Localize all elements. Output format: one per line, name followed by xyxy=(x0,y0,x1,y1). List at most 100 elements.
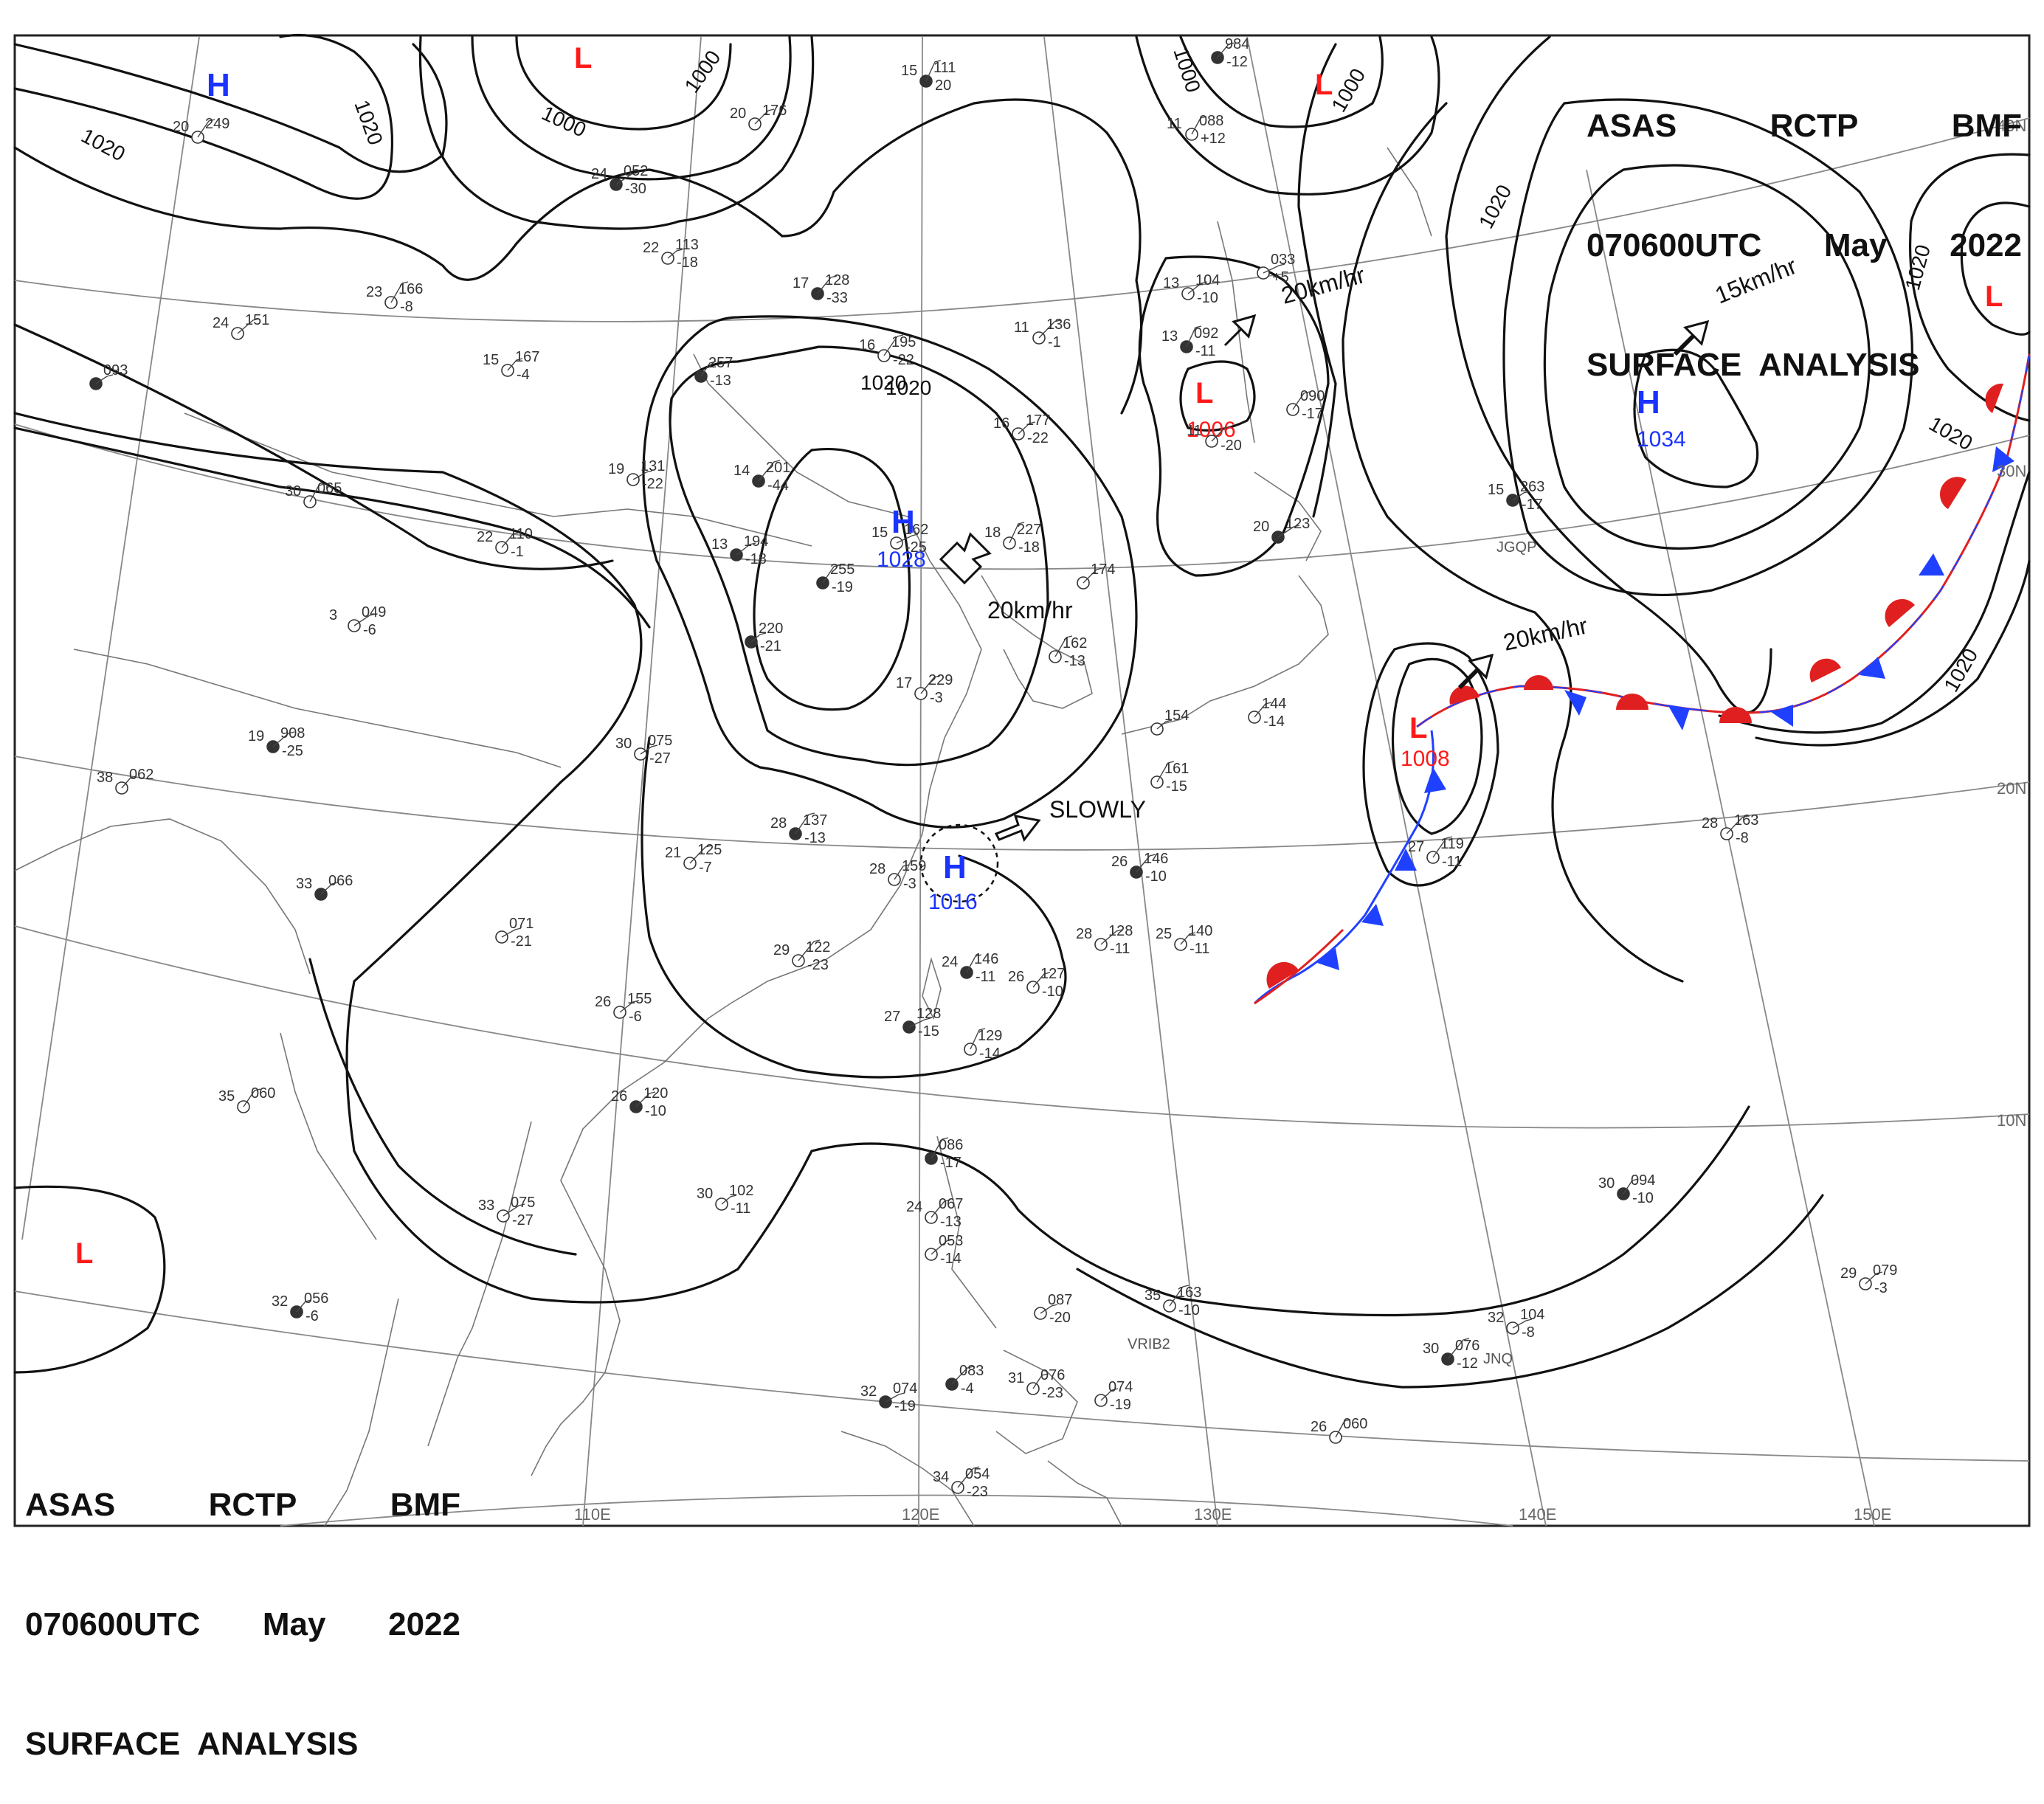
station-tendency: -11 xyxy=(1195,343,1215,359)
wind-barb xyxy=(1191,116,1207,135)
high-center-letter: H xyxy=(943,849,967,885)
wind-barb xyxy=(1211,426,1232,442)
border-mongolia xyxy=(184,412,812,547)
lat-label: 10N xyxy=(1997,1111,2026,1130)
station-tendency: -8 xyxy=(1522,1324,1535,1341)
station-temperature: 17 xyxy=(793,275,809,291)
wind-barb xyxy=(1512,1319,1533,1329)
wind-barb xyxy=(689,845,712,864)
isobar-se-1008-outer xyxy=(1362,642,1499,887)
header-title: SURFACE ANALYSIS xyxy=(1586,347,1920,383)
station-temperature: 32 xyxy=(860,1383,877,1400)
high-center-letter: H xyxy=(1637,384,1660,421)
header-line-1: ASAS RCTP BMF xyxy=(1586,106,2022,146)
wind-barb xyxy=(957,1466,980,1488)
station-tendency: -15 xyxy=(1166,778,1187,795)
station-temperature: 30 xyxy=(285,483,301,500)
station-plot: 20 123 xyxy=(1253,516,1310,544)
wind-barb xyxy=(930,1137,949,1159)
station-tendency: -3 xyxy=(903,876,916,892)
station-pressure: 075 xyxy=(648,733,672,749)
station-tendency: -19 xyxy=(894,1398,916,1414)
station-plot: 3 049-6 xyxy=(329,604,386,638)
station-tendency: -22 xyxy=(1027,430,1049,446)
wind-barb xyxy=(1100,1388,1119,1401)
station-pressure: 155 xyxy=(627,991,652,1007)
station-pressure: 131 xyxy=(641,458,665,474)
station-tendency: -25 xyxy=(905,539,927,556)
station-temperature: 32 xyxy=(272,1293,288,1310)
station-tendency: -6 xyxy=(629,1009,642,1025)
wind-barb xyxy=(970,1028,986,1050)
warm-front-tail xyxy=(1254,928,1344,1005)
station-tendency: -6 xyxy=(363,622,376,638)
surface-analysis-map: 1020 1020 1000 1000 1000 1000 1020 1020 … xyxy=(13,33,2031,1527)
coast-bay-of-bengal xyxy=(280,1032,377,1240)
station-plot: 32 056-6 xyxy=(272,1290,328,1324)
coast-thailand xyxy=(427,1121,532,1447)
station-pressure: 076 xyxy=(1455,1338,1480,1354)
lon-label: 130E xyxy=(1194,1505,1232,1524)
station-tendency: -10 xyxy=(1632,1190,1654,1206)
station-tendency: -14 xyxy=(979,1046,1001,1062)
wind-barb xyxy=(885,1392,905,1403)
station-tendency: -15 xyxy=(918,1023,939,1040)
cold-symbol xyxy=(1860,657,1885,679)
wind-barb xyxy=(1136,854,1156,873)
wind-barb xyxy=(501,927,522,938)
station-pressure: 162 xyxy=(904,522,928,538)
wind-barb xyxy=(1623,1178,1639,1195)
station-temperature: 13 xyxy=(1161,328,1178,345)
coast-taiwan xyxy=(922,957,942,1020)
pressure-centers: H L L H 1028 L 1006 H 1034 L L 1008 H 10… xyxy=(75,42,2003,1270)
station-temperature: 25 xyxy=(1156,926,1172,942)
station-tendency: -10 xyxy=(1042,984,1063,1000)
station-temperature: 27 xyxy=(884,1009,900,1025)
wind-barb xyxy=(798,939,821,961)
coast-kamchatka xyxy=(1387,147,1432,237)
station-id: JNQ xyxy=(1483,1351,1513,1367)
station-plot: 24 052 -30 xyxy=(591,163,648,197)
station-pressure: 128 xyxy=(916,1006,941,1022)
move-arrow-high-1028 xyxy=(939,532,992,585)
lon-label: 140E xyxy=(1519,1505,1556,1524)
parallel-40n xyxy=(14,117,2030,322)
station-pressure: 120 xyxy=(643,1085,668,1102)
graticule xyxy=(14,36,2030,1527)
wind-barb xyxy=(95,374,114,384)
isobar-ne-1000 xyxy=(1179,35,1384,128)
station-plot: 144-14 xyxy=(1248,696,1286,730)
wind-barb xyxy=(1512,491,1530,501)
station-plot: 17 128 -33 xyxy=(793,272,849,306)
isobar-high-1020 xyxy=(669,345,1049,767)
station-pressure: 054 xyxy=(965,1466,990,1482)
station-tendency: -4 xyxy=(517,367,530,383)
station-tendency: -13 xyxy=(940,1214,961,1230)
station-plot: 220-21 xyxy=(745,621,783,654)
station-pressure: 161 xyxy=(1164,761,1189,777)
station-pressure: 137 xyxy=(803,812,827,829)
station-pressure: 229 xyxy=(928,672,953,688)
station-tendency: -4 xyxy=(961,1380,974,1397)
movement-arrows xyxy=(939,314,1710,843)
station-plot: 26 060 xyxy=(1311,1416,1367,1444)
isobar-label: 1020 xyxy=(860,371,906,394)
station-temperature: 24 xyxy=(213,315,229,331)
cold-front xyxy=(1253,730,1434,1005)
move-arrow-slowly xyxy=(994,815,1041,843)
station-tendency: -8 xyxy=(1736,830,1749,846)
wind-barb xyxy=(951,1366,974,1385)
warm-symbol xyxy=(1719,707,1752,723)
warm-symbol xyxy=(1616,694,1648,710)
parallel-10s xyxy=(280,1494,1513,1527)
parallel-20n xyxy=(14,756,2030,851)
station-plot: 19 131 -22 xyxy=(608,458,665,492)
wind-barb xyxy=(1187,281,1208,294)
station-pressure: 159 xyxy=(902,858,926,874)
wind-barb xyxy=(966,954,982,973)
station-plot: 13 092-11 xyxy=(1161,325,1218,359)
station-pressure: 129 xyxy=(978,1028,1002,1044)
station-plot: 28 137-13 xyxy=(770,812,827,846)
cold-symbol xyxy=(1424,767,1446,793)
